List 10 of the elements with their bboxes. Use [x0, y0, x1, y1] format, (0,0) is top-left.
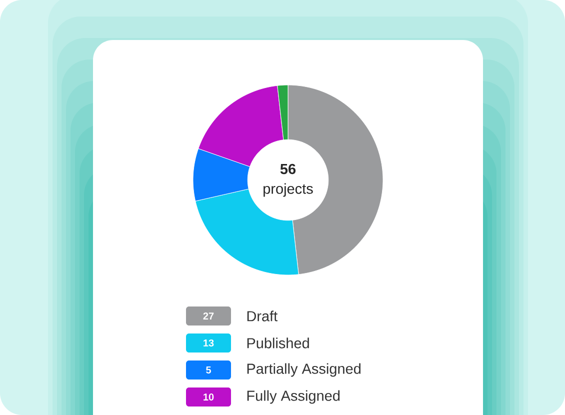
legend-label: Draft [247, 310, 278, 322]
data-label: 10 [204, 393, 214, 401]
data-label: 27 [203, 312, 214, 320]
data-label: 5 [206, 366, 212, 374]
data-label: 13 [204, 339, 214, 347]
legend-label: Partially Assigned [247, 363, 360, 377]
text: projects [264, 183, 313, 197]
text: 56 [280, 164, 296, 174]
legend-label: Published [247, 338, 309, 348]
legend-label: Fully Assigned [247, 390, 340, 404]
